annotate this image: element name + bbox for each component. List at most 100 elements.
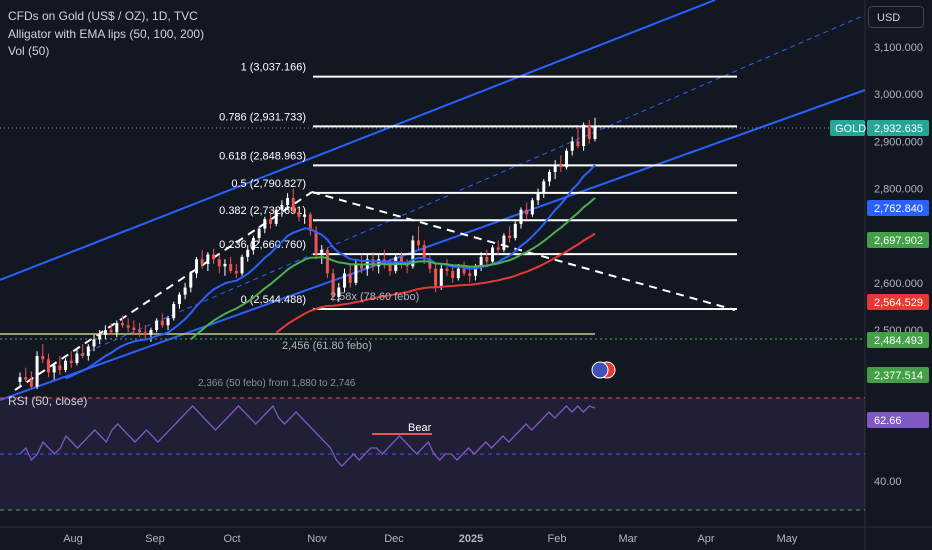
x-tick-label: Mar — [619, 533, 638, 545]
candle-body — [177, 294, 181, 305]
rsi-value-badge — [867, 412, 929, 428]
candle-body — [570, 141, 574, 151]
price-badge-value: 2,762.840 — [874, 203, 923, 215]
candle-body — [194, 259, 198, 274]
candle-body — [189, 273, 193, 288]
x-tick-label: Apr — [697, 533, 714, 545]
candle-body — [399, 256, 403, 264]
trend-up-line — [14, 191, 313, 391]
x-tick-label: Feb — [548, 533, 567, 545]
candle-body — [200, 259, 204, 264]
price-badge-value: 2,564.529 — [874, 297, 923, 309]
candle-body — [52, 365, 56, 373]
candle-body — [553, 164, 557, 172]
candle-body — [251, 238, 255, 250]
candle-body — [240, 256, 244, 274]
x-tick-label: Nov — [307, 533, 327, 545]
candle-body — [138, 330, 142, 333]
candle-body — [422, 245, 426, 260]
candle-body — [166, 318, 170, 326]
candle-body — [183, 287, 187, 295]
candle-body — [320, 249, 324, 255]
candle-body — [314, 230, 318, 255]
candle-body — [348, 273, 352, 283]
candle-body — [86, 346, 90, 356]
candle-body — [417, 240, 421, 246]
fib-level-label: 1 (3,037.166) — [241, 62, 306, 74]
candle-body — [58, 365, 62, 371]
trend-down-line — [311, 191, 736, 311]
candle-body — [491, 247, 495, 262]
volume-label: Vol (50) — [8, 44, 50, 58]
y-tick-label: 3,100.000 — [874, 42, 923, 54]
candle-body — [75, 353, 79, 364]
x-tick-label: Sep — [145, 533, 165, 545]
fib-level-label: 0.236 (2,660.760) — [219, 239, 306, 251]
candle-body — [496, 247, 500, 250]
y-tick-label: 2,900.000 — [874, 136, 923, 148]
price-badge-value: 2,697.902 — [874, 235, 923, 247]
candle-body — [308, 214, 312, 231]
candle-body — [565, 150, 569, 168]
candle-body — [411, 240, 415, 267]
y-tick-label: 2,600.000 — [874, 278, 923, 290]
candle-body — [24, 377, 28, 380]
candle-body — [280, 204, 284, 210]
candle-body — [172, 304, 176, 319]
price-badge-value: 2,377.514 — [874, 370, 923, 382]
price-badge — [867, 120, 929, 136]
candle-body — [456, 268, 460, 279]
candle-body — [229, 263, 233, 272]
ema100-line — [190, 197, 596, 341]
candle-body — [434, 268, 438, 288]
candle-body — [439, 268, 443, 288]
candle-body — [428, 259, 432, 269]
rsi-line — [19, 404, 596, 467]
candle-body — [479, 256, 483, 267]
channel-mid-line — [79, 14, 866, 356]
fib-level-label: 0.5 (2,790.827) — [231, 178, 306, 190]
currency-button[interactable]: USD — [868, 6, 924, 28]
fib-level-label: 0.382 (2,732.691) — [219, 205, 306, 217]
candle-body — [451, 271, 455, 279]
indicator-label: Alligator with EMA lips (50, 100, 200) — [8, 27, 205, 41]
candle-body — [257, 228, 261, 239]
candle-body — [155, 320, 159, 330]
price-badge — [867, 332, 929, 348]
channel-lower-line — [0, 89, 866, 401]
candle-body — [81, 353, 85, 356]
gold-label-text: GOLD — [835, 123, 866, 135]
candle-body — [103, 330, 107, 335]
candle-body — [291, 197, 295, 213]
price-badge-value: 2,484.493 — [874, 335, 923, 347]
candle-body — [360, 263, 364, 269]
candle-body — [587, 124, 591, 139]
x-tick-label: Dec — [384, 533, 404, 545]
candle-body — [297, 212, 301, 217]
candle-body — [542, 181, 546, 194]
candle-body — [92, 339, 96, 347]
candle-body — [64, 360, 68, 371]
candle-body — [576, 141, 580, 147]
fib-level-label: 0 (2,544.488) — [241, 294, 306, 306]
candle-body — [234, 271, 238, 274]
y-tick-label: 2,800.000 — [874, 183, 923, 195]
annotation-label: 2,456 (61.80 febo) — [282, 340, 372, 352]
price-badge-value: 2,932.635 — [874, 123, 923, 135]
candle-body — [513, 223, 517, 239]
candle-body — [115, 322, 119, 333]
candle-body — [303, 214, 307, 217]
candle-body — [462, 268, 466, 274]
candle-body — [559, 164, 563, 168]
price-badge — [867, 367, 929, 383]
candle-body — [268, 219, 272, 224]
rsi-label: RSI (50, close) — [8, 394, 88, 408]
bear-label: Bear — [408, 422, 432, 434]
candle-body — [325, 249, 329, 274]
channel-upper-line — [0, 0, 716, 281]
x-tick-label: May — [777, 533, 798, 545]
symbol-title: CFDs on Gold (US$ / OZ), 1D, TVC — [8, 9, 198, 23]
x-tick-label: Oct — [223, 533, 240, 545]
candle-body — [530, 200, 534, 215]
